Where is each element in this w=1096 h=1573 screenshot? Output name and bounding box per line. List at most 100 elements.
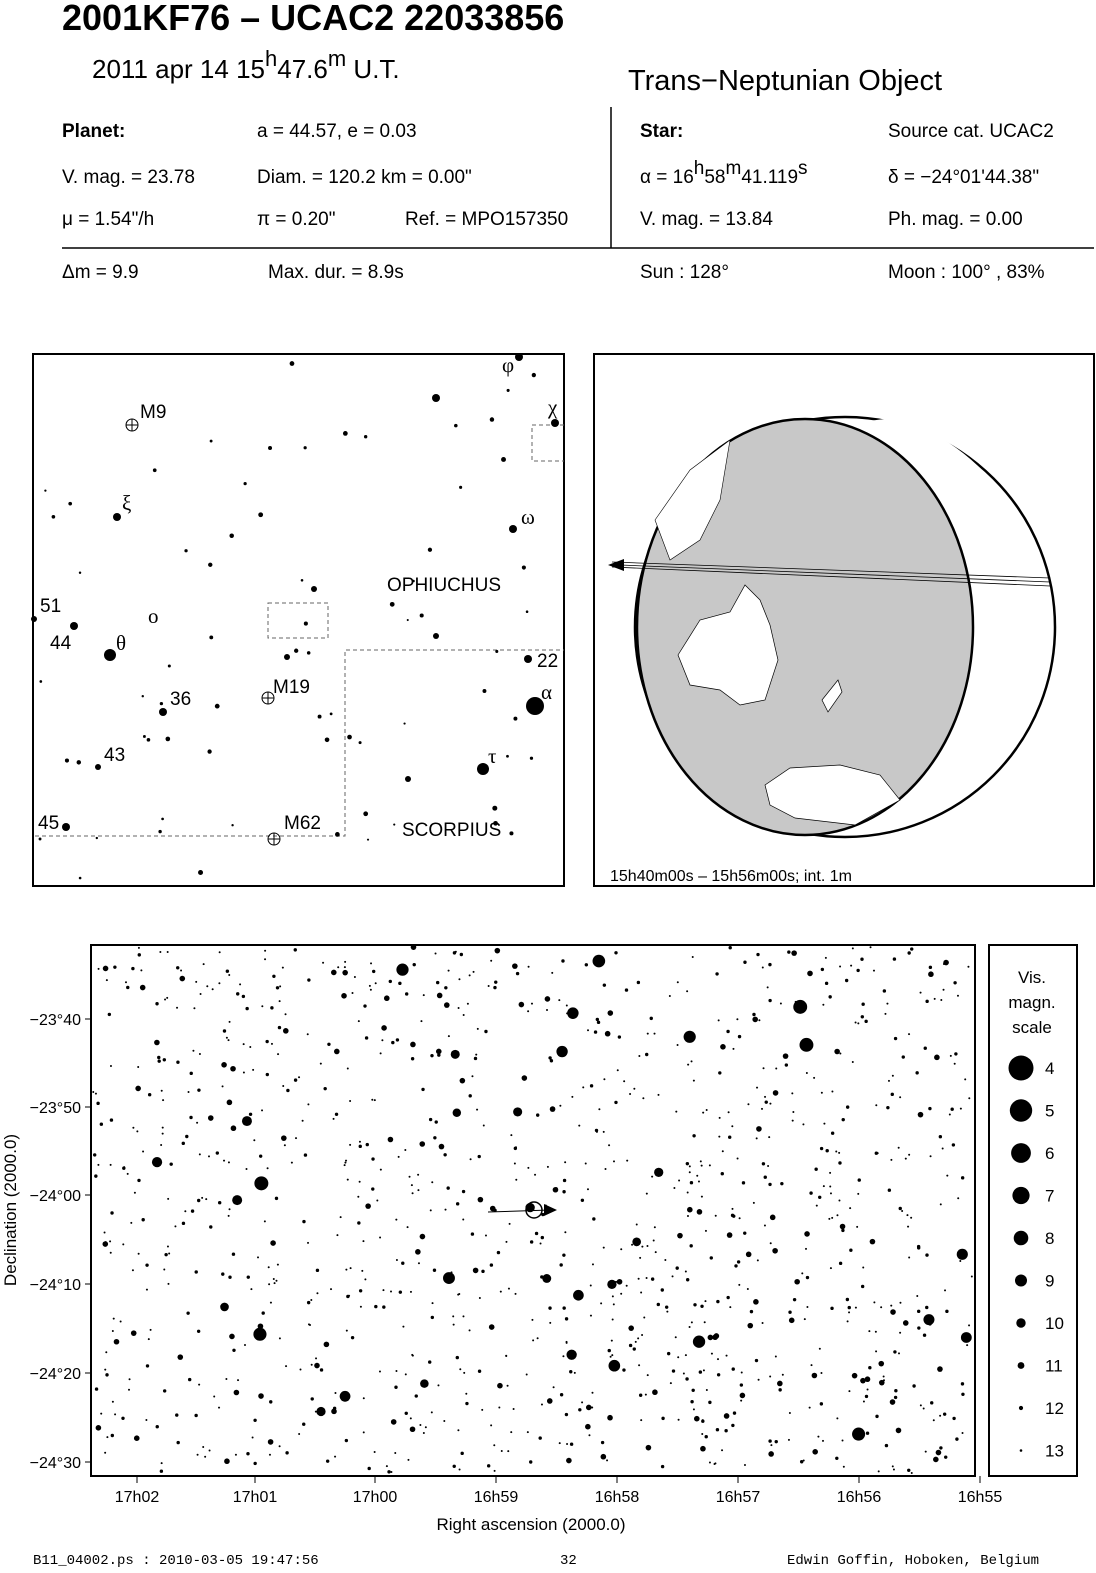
field-star xyxy=(616,1069,619,1072)
field-star xyxy=(696,1209,703,1215)
field-star xyxy=(935,1449,942,1456)
field-star xyxy=(484,1029,488,1034)
parallax: π = 0.20" xyxy=(257,209,336,230)
field-star xyxy=(844,978,849,983)
field-star xyxy=(794,1278,800,1285)
field-star xyxy=(793,999,808,1014)
field-star xyxy=(951,1143,956,1147)
field-star xyxy=(362,1397,365,1400)
legend-label: 12 xyxy=(1045,1399,1064,1418)
field-star xyxy=(901,1055,905,1059)
finder-star xyxy=(198,869,204,875)
field-star xyxy=(137,946,140,949)
field-star xyxy=(245,1006,249,1011)
field-star xyxy=(774,1439,778,1444)
field-star xyxy=(527,965,530,968)
field-star xyxy=(660,1464,665,1469)
cluster xyxy=(262,692,274,704)
field-star xyxy=(836,1214,839,1217)
field-star xyxy=(490,1424,493,1427)
field-star xyxy=(846,1320,849,1323)
field-star xyxy=(764,1095,767,1098)
field-star xyxy=(131,966,135,971)
field-star xyxy=(315,1268,320,1273)
field-star xyxy=(682,1372,685,1375)
orbit: a = 44.57, e = 0.03 xyxy=(257,121,417,142)
field-star xyxy=(508,1222,511,1225)
field-star xyxy=(707,1334,714,1341)
field-star xyxy=(874,1330,877,1333)
field-star xyxy=(281,1135,287,1141)
field-star xyxy=(145,1263,149,1267)
field-star xyxy=(864,1019,868,1024)
sup: h xyxy=(694,158,705,179)
field-star xyxy=(799,1037,814,1052)
field-star xyxy=(708,1461,711,1464)
field-star xyxy=(270,1006,274,1010)
field-star xyxy=(382,1305,386,1309)
field-star xyxy=(585,1404,592,1411)
field-star xyxy=(149,1328,152,1331)
field-star xyxy=(892,957,897,961)
field-star xyxy=(307,978,311,982)
field-star xyxy=(671,1369,676,1373)
field-star xyxy=(513,1107,523,1117)
field-star xyxy=(493,1469,496,1472)
field-star xyxy=(916,1295,919,1298)
field-star xyxy=(364,1278,367,1281)
field-star xyxy=(928,1106,932,1111)
field-star xyxy=(293,1078,298,1082)
finder-label: 43 xyxy=(104,745,125,766)
field-star xyxy=(702,1369,705,1372)
field-star xyxy=(692,1335,706,1348)
field-star xyxy=(845,1297,850,1302)
finder-star xyxy=(161,817,164,821)
field-star xyxy=(792,1111,795,1114)
field-star xyxy=(569,1442,574,1446)
field-star xyxy=(167,1197,170,1200)
finder-star xyxy=(311,586,317,592)
field-star xyxy=(248,1112,253,1116)
field-star xyxy=(201,1196,204,1199)
target xyxy=(525,1201,543,1219)
field-star xyxy=(829,1185,832,1188)
field-star xyxy=(887,1079,890,1082)
field-star xyxy=(741,1181,746,1185)
field-star xyxy=(688,1171,691,1174)
field-star xyxy=(752,1201,755,1204)
field-star xyxy=(646,1032,649,1035)
field-star xyxy=(634,1340,637,1343)
field-star xyxy=(690,1321,693,1324)
field-star xyxy=(323,1086,327,1091)
field-star xyxy=(657,1093,660,1096)
field-star xyxy=(227,1161,230,1164)
field-star xyxy=(691,956,694,959)
field-star xyxy=(242,1071,245,1074)
field-star xyxy=(878,1379,885,1386)
field-star xyxy=(137,1178,141,1183)
field-star xyxy=(111,1400,114,1403)
field-star xyxy=(505,1354,508,1357)
field-star xyxy=(715,972,719,976)
field-star xyxy=(596,1020,601,1025)
field-star xyxy=(720,1172,724,1176)
finder-star xyxy=(303,621,308,626)
field-star xyxy=(164,1252,168,1257)
field-star xyxy=(645,1444,652,1451)
field-star xyxy=(349,1143,352,1146)
field-star xyxy=(950,1107,954,1111)
field-star xyxy=(862,1400,865,1403)
field-star xyxy=(253,1327,267,1341)
field-star xyxy=(674,1336,677,1339)
field-star xyxy=(708,1164,711,1167)
field-star xyxy=(822,1185,825,1188)
field-star xyxy=(395,1258,398,1261)
legend-frame xyxy=(988,944,1078,1477)
field-star xyxy=(637,1337,640,1340)
finder-star xyxy=(509,525,517,533)
field-star xyxy=(162,1389,167,1393)
field-star xyxy=(819,1146,824,1151)
field-star xyxy=(564,1317,569,1321)
field-star xyxy=(788,1412,791,1415)
field-star xyxy=(518,1001,525,1008)
